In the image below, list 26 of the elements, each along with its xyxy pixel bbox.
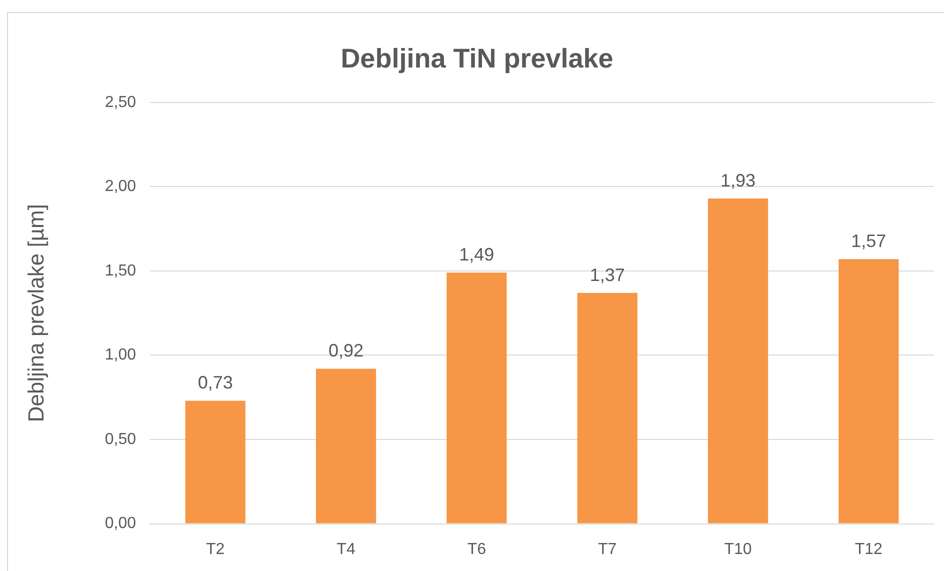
x-tick-label: T6 bbox=[467, 540, 486, 558]
data-label: 1,57 bbox=[851, 231, 886, 252]
chart-title: Debljina TiN prevlake bbox=[340, 44, 614, 74]
y-tick-label: 2,50 bbox=[104, 94, 136, 111]
y-tick-label: 1,00 bbox=[104, 346, 136, 364]
data-label: 1,93 bbox=[720, 170, 756, 190]
x-tick-label: T4 bbox=[336, 540, 356, 558]
bar bbox=[708, 198, 768, 524]
data-label: 0,92 bbox=[328, 340, 364, 361]
data-label: 1,37 bbox=[590, 264, 625, 285]
y-tick-label: 0,00 bbox=[104, 515, 136, 532]
bar bbox=[446, 272, 507, 524]
x-tick-label: T10 bbox=[724, 540, 752, 558]
y-axis-title: Debljina prevlake [µm] bbox=[23, 204, 48, 422]
x-tick-label: T7 bbox=[598, 540, 617, 558]
y-tick-label: 0,50 bbox=[104, 430, 136, 448]
y-tick-label: 2,00 bbox=[104, 178, 136, 196]
y-tick-label: 1,50 bbox=[104, 262, 136, 280]
x-tick-label: T2 bbox=[206, 540, 225, 558]
bar bbox=[316, 368, 376, 524]
bar bbox=[185, 400, 246, 524]
data-label: 0,73 bbox=[198, 372, 233, 393]
bar bbox=[838, 259, 899, 524]
data-label: 1,49 bbox=[459, 244, 494, 265]
bar bbox=[577, 292, 638, 524]
x-tick-label: T12 bbox=[854, 540, 883, 558]
